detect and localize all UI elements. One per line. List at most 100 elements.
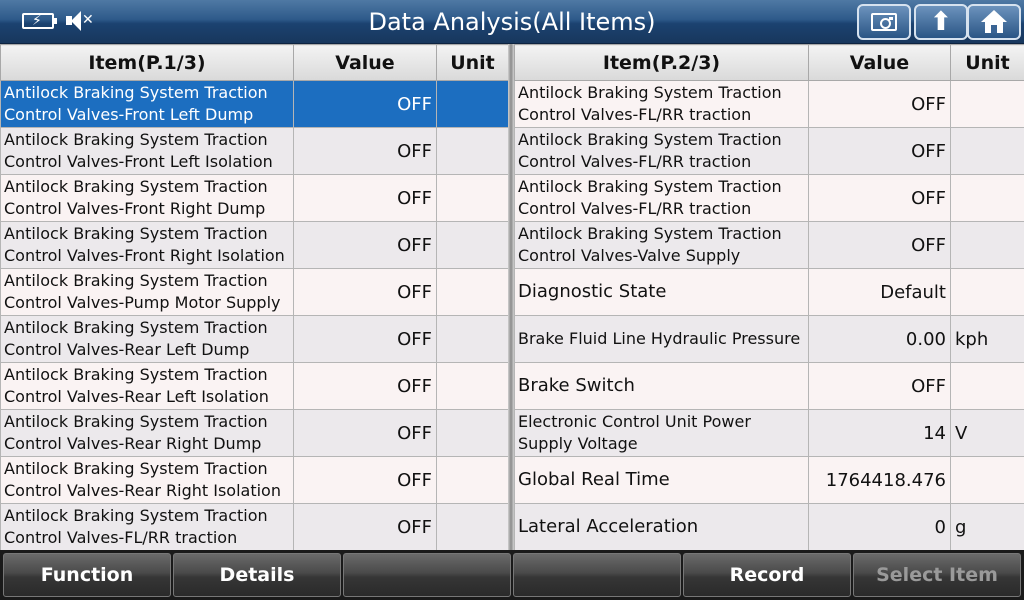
table-row[interactable]: Antilock Braking System Traction Control… [0,268,509,316]
row-value: 0 [808,503,951,551]
record-view-icon [871,13,897,31]
row-item: Electronic Control Unit Power Supply Vol… [514,409,809,457]
row-unit [436,503,509,551]
row-unit [950,174,1024,222]
title-bar: ⚡ ✕ Data Analysis(All Items) ⬆ [0,0,1024,44]
row-item: Antilock Braking System Traction Control… [514,127,809,175]
empty-button-1[interactable] [343,553,511,597]
row-value: OFF [808,80,951,128]
row-unit [950,80,1024,128]
row-value: Default [808,268,951,316]
row-item: Antilock Braking System Traction Control… [0,221,294,269]
row-value: OFF [293,174,437,222]
empty-button-2[interactable] [513,553,681,597]
row-value: OFF [293,221,437,269]
row-item: Global Real Time [514,456,809,504]
row-item: Antilock Braking System Traction Control… [0,315,294,363]
function-button[interactable]: Function [3,553,171,597]
row-value: OFF [293,80,437,128]
battery-charging-icon: ⚡ [22,13,57,29]
row-item: Brake Fluid Line Hydraulic Pressure [514,315,809,363]
row-item: Antilock Braking System Traction Control… [0,174,294,222]
row-unit [950,221,1024,269]
table-row[interactable]: Antilock Braking System Traction Control… [0,80,509,128]
table-row[interactable]: Antilock Braking System Traction Control… [514,174,1024,222]
row-unit [436,221,509,269]
row-unit [436,268,509,316]
data-table-right: Item(P.2/3) Value Unit Antilock Braking … [514,44,1024,551]
table-row[interactable]: Brake Switch OFF [514,362,1024,410]
row-value: OFF [293,127,437,175]
column-header-unit: Unit [436,44,509,81]
record-button[interactable]: Record [683,553,851,597]
table-row[interactable]: Antilock Braking System Traction Control… [514,127,1024,175]
row-item: Diagnostic State [514,268,809,316]
row-unit [950,362,1024,410]
table-row[interactable]: Electronic Control Unit Power Supply Vol… [514,409,1024,457]
row-value: OFF [293,362,437,410]
table-row[interactable]: Diagnostic State Default [514,268,1024,316]
table-row[interactable]: Antilock Braking System Traction Control… [0,456,509,504]
table-row[interactable]: Antilock Braking System Traction Control… [0,127,509,175]
row-unit: V [950,409,1024,457]
home-icon [981,10,1007,34]
column-header-value: Value [293,44,437,81]
table-row[interactable]: Antilock Braking System Traction Control… [0,409,509,457]
table-row[interactable]: Lateral Acceleration 0 g [514,503,1024,551]
table-row[interactable]: Global Real Time 1764418.476 [514,456,1024,504]
table-row[interactable]: Brake Fluid Line Hydraulic Pressure 0.00… [514,315,1024,363]
row-value: OFF [293,503,437,551]
row-item: Antilock Braking System Traction Control… [0,80,294,128]
table-row[interactable]: Antilock Braking System Traction Control… [0,315,509,363]
table-row[interactable]: Antilock Braking System Traction Control… [0,503,509,551]
row-unit: kph [950,315,1024,363]
row-value: OFF [808,174,951,222]
row-value: 14 [808,409,951,457]
row-item: Antilock Braking System Traction Control… [0,362,294,410]
table-row[interactable]: Antilock Braking System Traction Control… [0,362,509,410]
row-item: Antilock Braking System Traction Control… [514,221,809,269]
record-view-button[interactable] [857,4,911,40]
table-divider [508,44,514,550]
back-arrow-icon: ⬆ [930,7,952,37]
row-value: 1764418.476 [808,456,951,504]
table-row[interactable]: Antilock Braking System Traction Control… [0,174,509,222]
table-row[interactable]: Antilock Braking System Traction Control… [514,221,1024,269]
row-unit [436,362,509,410]
row-item: Antilock Braking System Traction Control… [0,409,294,457]
row-item: Antilock Braking System Traction Control… [514,80,809,128]
row-item: Antilock Braking System Traction Control… [0,503,294,551]
row-unit [950,127,1024,175]
row-value: OFF [293,456,437,504]
row-unit [436,409,509,457]
row-unit [436,80,509,128]
row-value: 0.00 [808,315,951,363]
row-unit [436,315,509,363]
column-header-unit: Unit [950,44,1024,81]
table-row[interactable]: Antilock Braking System Traction Control… [514,80,1024,128]
back-button[interactable]: ⬆ [914,4,968,40]
home-button[interactable] [967,4,1021,40]
row-unit [950,456,1024,504]
function-bar: Function Details Record Select Item [0,550,1024,600]
column-header-item: Item(P.2/3) [514,44,809,81]
row-value: OFF [293,268,437,316]
row-value: OFF [808,221,951,269]
row-value: OFF [808,362,951,410]
speaker-muted-icon: ✕ [66,10,94,32]
row-item: Lateral Acceleration [514,503,809,551]
row-unit [436,456,509,504]
column-header-value: Value [808,44,951,81]
select-item-button[interactable]: Select Item [853,553,1021,597]
status-icons: ⚡ ✕ [22,10,94,32]
details-button[interactable]: Details [173,553,341,597]
row-unit: g [950,503,1024,551]
table-row[interactable]: Antilock Braking System Traction Control… [0,221,509,269]
column-header-item: Item(P.1/3) [0,44,294,81]
row-unit [436,127,509,175]
data-table-left: Item(P.1/3) Value Unit Antilock Braking … [0,44,509,551]
row-item: Antilock Braking System Traction Control… [0,268,294,316]
row-item: Brake Switch [514,362,809,410]
row-value: OFF [293,409,437,457]
row-unit [950,268,1024,316]
